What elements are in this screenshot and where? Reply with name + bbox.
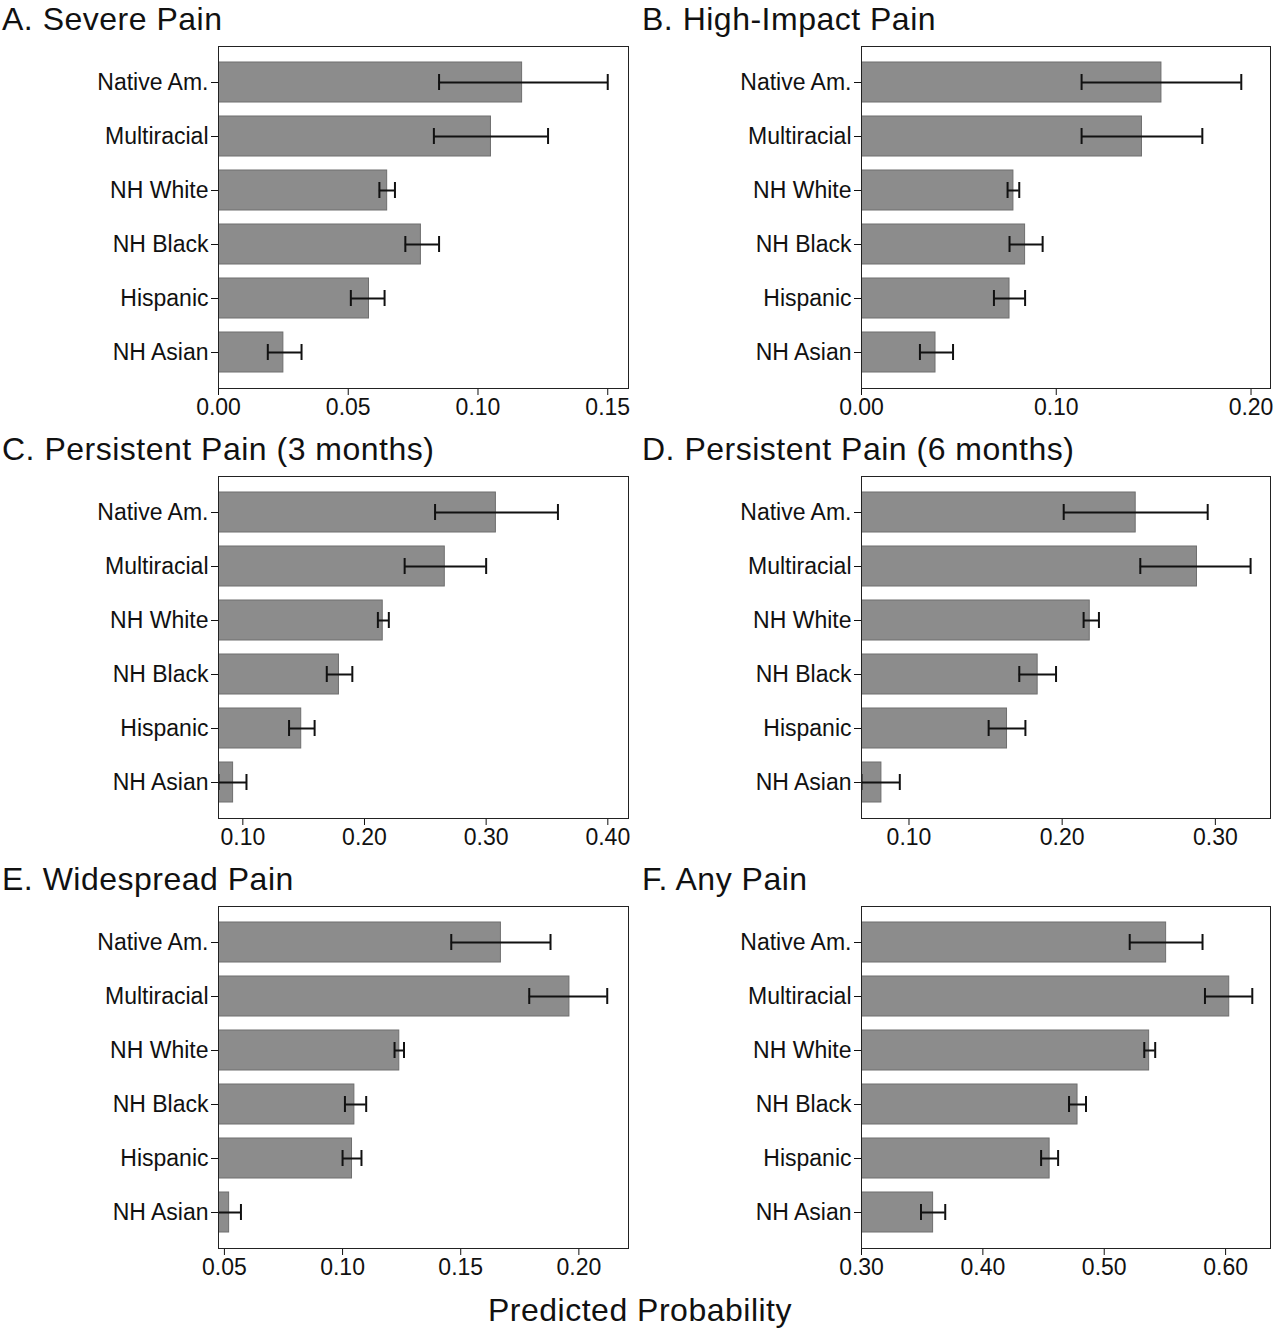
html-text:A. Severe Pain: A. Severe Pain	[2, 1, 223, 37]
svg-text:0.20: 0.20	[1040, 824, 1085, 850]
svg-text:0.05: 0.05	[326, 394, 371, 420]
html-text:C. Persistent Pain (3 months): C. Persistent Pain (3 months)	[2, 431, 435, 467]
svg-text:Native Am.: Native Am.	[740, 69, 851, 95]
svg-text:0.30: 0.30	[839, 1254, 884, 1280]
svg-text:0.40: 0.40	[960, 1254, 1005, 1280]
svg-text:0.10: 0.10	[320, 1254, 365, 1280]
svg-text:0.30: 0.30	[464, 824, 509, 850]
svg-text:Native Am.: Native Am.	[740, 499, 851, 525]
svg-text:NH Asian: NH Asian	[756, 339, 852, 365]
svg-text:0.15: 0.15	[438, 1254, 483, 1280]
svg-text:0.20: 0.20	[342, 824, 387, 850]
svg-text:Hispanic: Hispanic	[763, 1145, 851, 1171]
svg-text:NH Black: NH Black	[113, 661, 209, 687]
svg-text:NH Asian: NH Asian	[756, 1199, 852, 1225]
html-text:D. Persistent Pain (6 months): D. Persistent Pain (6 months)	[642, 431, 1075, 467]
svg-text:Multiracial: Multiracial	[105, 983, 209, 1009]
svg-text:Native Am.: Native Am.	[97, 499, 208, 525]
svg-text:Native Am.: Native Am.	[97, 929, 208, 955]
svg-text:NH Asian: NH Asian	[756, 769, 852, 795]
svg-text:Hispanic: Hispanic	[120, 715, 208, 741]
html-text:B. High-Impact Pain: B. High-Impact Pain	[642, 1, 937, 37]
svg-text:0.10: 0.10	[887, 824, 932, 850]
svg-text:Multiracial: Multiracial	[748, 123, 852, 149]
svg-text:NH Black: NH Black	[113, 1091, 209, 1117]
svg-text:NH White: NH White	[753, 607, 851, 633]
svg-text:NH White: NH White	[753, 1037, 851, 1063]
svg-text:0.15: 0.15	[585, 394, 630, 420]
svg-text:Multiracial: Multiracial	[105, 123, 209, 149]
svg-text:0.60: 0.60	[1203, 1254, 1248, 1280]
svg-text:NH White: NH White	[753, 177, 851, 203]
svg-text:0.30: 0.30	[1193, 824, 1238, 850]
svg-text:NH White: NH White	[110, 177, 208, 203]
svg-text:Hispanic: Hispanic	[763, 715, 851, 741]
svg-text:NH White: NH White	[110, 607, 208, 633]
svg-text:0.00: 0.00	[839, 394, 884, 420]
svg-text:0.10: 0.10	[1034, 394, 1079, 420]
svg-text:0.10: 0.10	[220, 824, 265, 850]
svg-text:Hispanic: Hispanic	[763, 285, 851, 311]
svg-text:0.10: 0.10	[456, 394, 501, 420]
svg-text:NH Black: NH Black	[113, 231, 209, 257]
svg-text:0.40: 0.40	[585, 824, 630, 850]
svg-text:Multiracial: Multiracial	[105, 553, 209, 579]
svg-text:Hispanic: Hispanic	[120, 285, 208, 311]
svg-text:NH Black: NH Black	[756, 661, 852, 687]
html-text:E. Widespread Pain: E. Widespread Pain	[2, 861, 294, 897]
svg-text:NH Black: NH Black	[756, 1091, 852, 1117]
svg-text:0.00: 0.00	[196, 394, 241, 420]
svg-text:Native Am.: Native Am.	[740, 929, 851, 955]
html-text:F. Any Pain: F. Any Pain	[642, 861, 808, 897]
svg-text:Multiracial: Multiracial	[748, 983, 852, 1009]
svg-text:Multiracial: Multiracial	[748, 553, 852, 579]
svg-text:Native Am.: Native Am.	[97, 69, 208, 95]
svg-text:0.20: 0.20	[1229, 394, 1274, 420]
svg-text:Hispanic: Hispanic	[120, 1145, 208, 1171]
svg-text:NH Black: NH Black	[756, 231, 852, 257]
svg-text:NH Asian: NH Asian	[113, 769, 209, 795]
svg-text:NH White: NH White	[110, 1037, 208, 1063]
svg-text:0.05: 0.05	[202, 1254, 247, 1280]
html-text:Predicted Probability: Predicted Probability	[488, 1292, 792, 1328]
svg-text:NH Asian: NH Asian	[113, 339, 209, 365]
svg-text:NH Asian: NH Asian	[113, 1199, 209, 1225]
svg-text:0.20: 0.20	[556, 1254, 601, 1280]
svg-text:0.50: 0.50	[1082, 1254, 1127, 1280]
